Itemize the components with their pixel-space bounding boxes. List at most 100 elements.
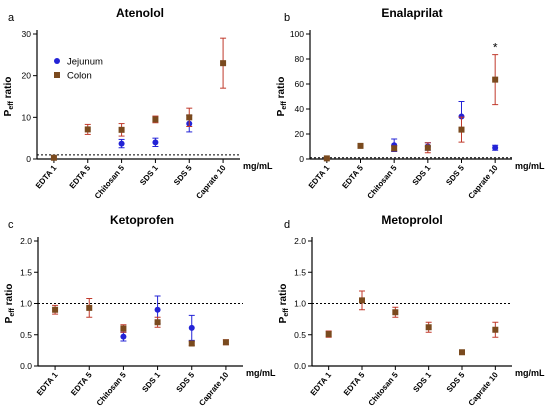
- x-tick-label: EDTA 1: [34, 163, 59, 190]
- x-tick-label: SDS 1: [140, 370, 162, 394]
- point-colon: [118, 126, 125, 133]
- point-colon: [492, 326, 499, 333]
- point-colon: [425, 324, 432, 331]
- y-label-rest: ratio: [3, 77, 14, 101]
- point-colon: [323, 155, 330, 162]
- point-colon: [152, 116, 159, 123]
- y-label-sub: eff: [283, 307, 290, 316]
- x-tick-label: SDS 1: [411, 163, 433, 187]
- y-label-main: P: [278, 316, 289, 323]
- y-tick-label: 1.5: [20, 267, 32, 277]
- y-label-main: P: [3, 109, 14, 116]
- point-colon: [458, 126, 465, 133]
- unit-label: mg/mL: [515, 368, 545, 378]
- point-colon: [357, 142, 364, 149]
- point-colon: [359, 297, 365, 304]
- point-colon: [154, 319, 161, 326]
- x-tick-label: SDS 5: [172, 163, 194, 187]
- x-tick-label: Chitosan 5: [366, 163, 400, 201]
- y-label-rest: ratio: [4, 284, 15, 308]
- panel-d: Metoprolol d 0.0 0.5 1.0 1.5 2.0 Peff ratio EDTA…: [278, 213, 545, 408]
- x-tick-label: Chitosan 5: [367, 370, 401, 408]
- x-tick-label: EDTA 5: [68, 163, 93, 190]
- y-tick-label: 0.5: [294, 330, 306, 340]
- point-jejunum: [152, 139, 159, 146]
- unit-label: mg/mL: [243, 161, 273, 171]
- point-colon: [424, 144, 431, 151]
- panel-a: Atenolol a 0 10 20 30 Peff ratio EDTA 1 EDTA 5 Ch…: [3, 6, 273, 201]
- x-tick-label: Chitosan 5: [93, 163, 127, 201]
- y-tick-label: 0.0: [294, 361, 306, 371]
- y-tick-label: 1.0: [20, 299, 32, 309]
- x-tick-label: SDS 5: [444, 163, 466, 187]
- y-axis-label: Peff ratio: [278, 284, 290, 324]
- point-colon: [325, 331, 332, 338]
- point-colon: [120, 325, 127, 332]
- point-colon: [220, 60, 227, 67]
- x-tick-label: Caprate 10: [467, 370, 501, 408]
- panel-title: Metoprolol: [381, 213, 442, 227]
- y-tick-label: 1.5: [294, 267, 306, 277]
- y-label-main: P: [276, 109, 287, 116]
- y-tick-label: 2.0: [294, 236, 306, 246]
- x-tick-label: Chitosan 5: [95, 370, 129, 408]
- panel-letter: a: [8, 12, 15, 24]
- y-tick-label: 0.5: [20, 330, 32, 340]
- panel-letter: c: [8, 219, 14, 231]
- panel-title: Atenolol: [116, 6, 164, 20]
- point-colon: [392, 309, 399, 316]
- y-label-main: P: [4, 316, 15, 323]
- y-label-rest: ratio: [276, 77, 287, 101]
- x-tick-label: EDTA 5: [69, 370, 94, 397]
- y-axis-label: Peff ratio: [276, 77, 288, 117]
- y-label-sub: eff: [8, 100, 15, 109]
- point-colon: [492, 76, 499, 83]
- x-tick-label: EDTA 5: [342, 370, 367, 397]
- unit-label: mg/mL: [246, 368, 276, 378]
- x-tick-label: EDTA 1: [35, 370, 60, 397]
- y-tick-label: 0.0: [20, 361, 32, 371]
- y-tick-label: 20: [22, 71, 32, 81]
- y-label-rest: ratio: [278, 284, 289, 308]
- panel-letter: b: [284, 12, 290, 24]
- point-jejunum: [458, 113, 465, 120]
- point-jejunum: [154, 306, 161, 313]
- point-colon: [186, 114, 193, 121]
- panel-title: Enalaprilat: [381, 6, 442, 20]
- x-tick-label: Caprate 10: [194, 163, 228, 201]
- legend-label-colon: Colon: [67, 71, 92, 82]
- y-tick-label: 20: [295, 129, 305, 139]
- x-tick-label: EDTA 1: [309, 370, 334, 397]
- x-tick-label: SDS 5: [445, 370, 467, 394]
- legend-marker-jejunum: [54, 58, 60, 64]
- significance-marker: *: [493, 41, 498, 55]
- y-axis-label: Peff ratio: [4, 284, 16, 324]
- point-colon: [84, 126, 91, 133]
- y-label-sub: eff: [9, 307, 16, 316]
- point-jejunum: [118, 140, 125, 147]
- unit-label: mg/mL: [515, 161, 545, 171]
- point-colon: [50, 154, 57, 161]
- x-tick-label: EDTA 5: [340, 163, 365, 190]
- y-tick-label: 0: [26, 154, 31, 164]
- y-tick-label: 10: [22, 112, 32, 122]
- point-jejunum: [120, 333, 127, 340]
- x-tick-label: Caprate 10: [197, 370, 231, 408]
- point-colon: [52, 306, 59, 313]
- legend-label-jejunum: Jejunum: [67, 57, 103, 68]
- x-tick-label: SDS 5: [175, 370, 197, 394]
- panel-c: Ketoprofen c 0.0 0.5 1.0 1.5 2.0 Peff ratio EDTA…: [4, 213, 276, 408]
- x-tick-label: EDTA 1: [307, 163, 332, 190]
- point-jejunum: [492, 144, 499, 151]
- y-tick-label: 2.0: [20, 236, 32, 246]
- x-tick-label: SDS 1: [138, 163, 160, 187]
- point-colon: [188, 340, 195, 347]
- point-colon: [86, 304, 93, 311]
- y-tick-label: 80: [295, 54, 305, 64]
- y-tick-label: 0: [299, 154, 304, 164]
- y-tick-label: 1.0: [294, 299, 306, 309]
- panel-letter: d: [284, 219, 290, 231]
- y-tick-label: 100: [290, 29, 304, 39]
- y-label-sub: eff: [281, 100, 288, 109]
